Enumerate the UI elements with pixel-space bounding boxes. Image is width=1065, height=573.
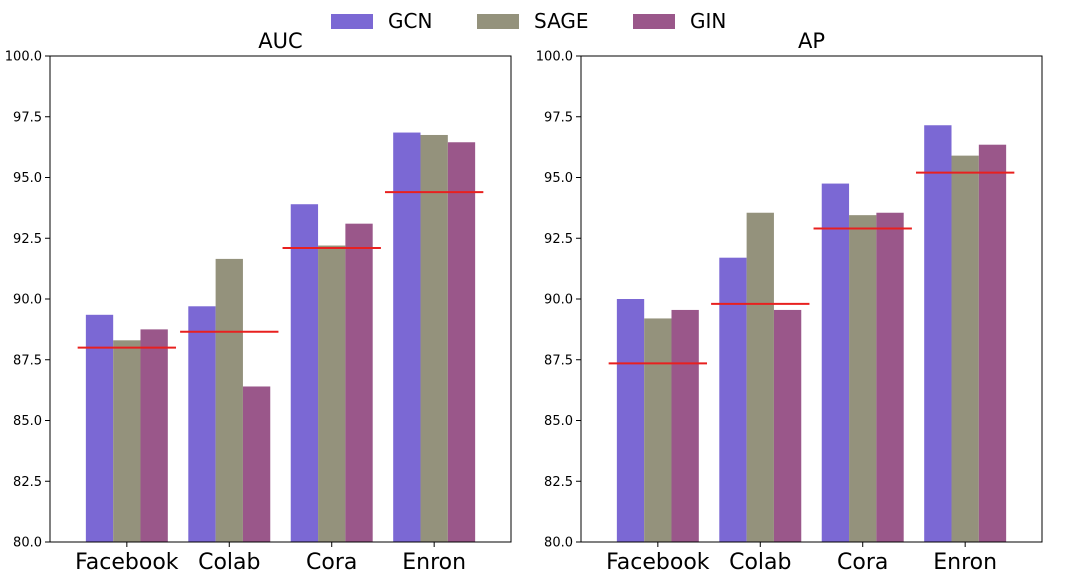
legend-label-sage: SAGE xyxy=(534,9,589,33)
chart-title: AP xyxy=(798,29,825,53)
y-tick-label: 80.0 xyxy=(544,536,573,551)
y-tick-label: 82.5 xyxy=(544,475,573,490)
y-tick-label: 95.0 xyxy=(544,171,573,186)
x-tick-label-cora: Cora xyxy=(837,550,888,573)
bar-gin-cora xyxy=(345,223,373,543)
x-tick-label-enron: Enron xyxy=(402,550,466,573)
x-tick-label-colab: Colab xyxy=(729,550,791,573)
y-tick-label: 92.5 xyxy=(544,232,573,247)
y-tick-label: 90.0 xyxy=(13,293,42,308)
chart-title: AUC xyxy=(258,29,302,53)
y-tick-label: 100.0 xyxy=(5,50,42,65)
y-tick-label: 97.5 xyxy=(13,110,42,125)
bar-sage-enron xyxy=(420,134,448,542)
chart-legend: GCN SAGE GIN xyxy=(0,6,1065,36)
legend-item-gin: GIN xyxy=(633,6,726,36)
legend-item-gcn: GCN xyxy=(331,6,432,36)
bar-gin-colab xyxy=(242,386,271,542)
y-tick-label: 97.5 xyxy=(544,110,573,125)
bar-gcn-cora xyxy=(290,204,319,543)
bar-gcn-colab xyxy=(719,257,747,542)
bar-sage-facebook xyxy=(113,340,141,542)
chart-panel-1: 80.0 82.5 85.0 87.5 90.0 92.5 95.0 97.5 100.0 Fac… xyxy=(536,29,1043,573)
y-tick-label: 87.5 xyxy=(544,353,573,368)
y-tick-label: 85.0 xyxy=(13,414,42,429)
bar-gin-facebook xyxy=(671,309,699,542)
x-tick-label-colab: Colab xyxy=(198,550,260,573)
chart-panel-0: 80.0 82.5 85.0 87.5 90.0 92.5 95.0 97.5 100.0 Fac… xyxy=(5,29,512,573)
legend-swatch-gcn xyxy=(331,13,373,29)
legend-swatch-sage xyxy=(477,13,519,29)
bar-gcn-facebook xyxy=(85,314,114,542)
bar-gcn-colab xyxy=(188,306,216,542)
y-tick-label: 85.0 xyxy=(544,414,573,429)
bar-gcn-enron xyxy=(924,125,952,542)
y-tick-label: 92.5 xyxy=(13,232,42,247)
bar-gcn-enron xyxy=(393,132,421,543)
legend-item-sage: SAGE xyxy=(477,6,589,36)
legend-label-gin: GIN xyxy=(690,9,727,33)
x-tick-label-facebook: Facebook xyxy=(606,550,710,573)
bar-gin-enron xyxy=(978,144,1007,542)
bar-gin-cora xyxy=(876,212,904,543)
y-tick-label: 90.0 xyxy=(544,293,573,308)
bar-gin-colab xyxy=(773,309,802,542)
bar-sage-colab xyxy=(215,258,243,542)
x-tick-label-cora: Cora xyxy=(306,550,357,573)
legend-swatch-gin xyxy=(633,13,675,29)
y-tick-label: 80.0 xyxy=(13,536,42,551)
bar-sage-cora xyxy=(849,215,877,542)
bar-gcn-facebook xyxy=(616,299,645,542)
y-tick-label: 100.0 xyxy=(536,50,573,65)
bar-sage-cora xyxy=(318,245,346,543)
bar-sage-enron xyxy=(951,155,979,542)
y-tick-label: 95.0 xyxy=(13,171,42,186)
y-tick-label: 82.5 xyxy=(13,475,42,490)
legend-label-gcn: GCN xyxy=(388,9,433,33)
x-tick-label-enron: Enron xyxy=(933,550,997,573)
bar-gin-facebook xyxy=(140,329,168,543)
bar-sage-facebook xyxy=(644,318,672,542)
bar-gin-enron xyxy=(447,142,476,542)
x-tick-label-facebook: Facebook xyxy=(75,550,179,573)
y-tick-label: 87.5 xyxy=(13,353,42,368)
bar-sage-colab xyxy=(746,212,774,543)
bar-gcn-cora xyxy=(821,183,850,542)
